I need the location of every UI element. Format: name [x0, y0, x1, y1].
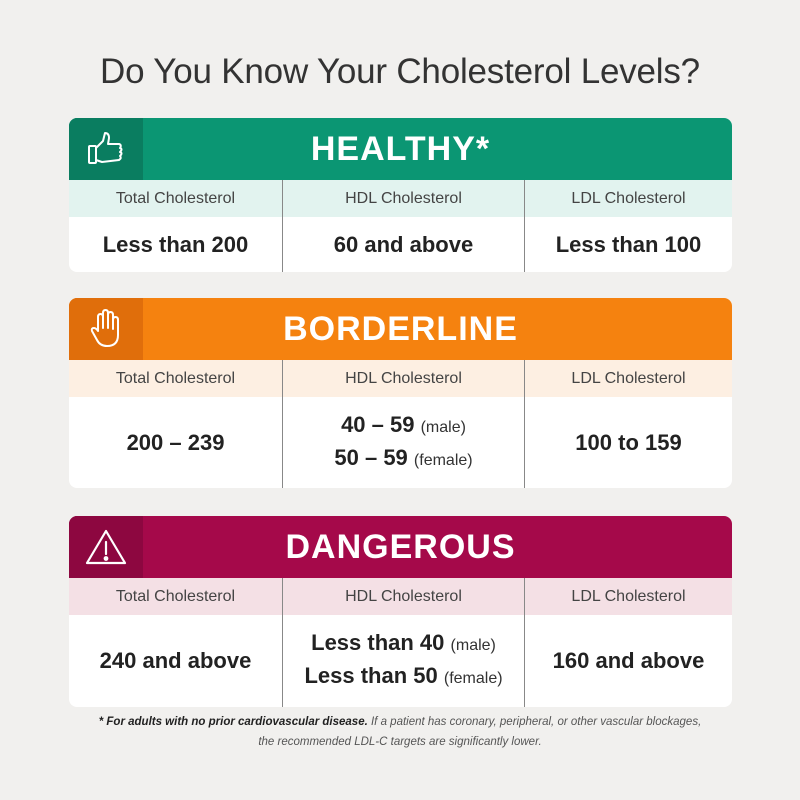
borderline-panel: BORDERLINE Total Cholesterol HDL Cholest…: [69, 298, 732, 488]
col-ldl: LDL Cholesterol: [524, 180, 732, 217]
col-hdl: HDL Cholesterol: [282, 180, 524, 217]
hdl-male-value: Less than 40: [311, 630, 445, 655]
healthy-label: HEALTHY*: [310, 129, 491, 168]
raised-hand-icon: [69, 298, 143, 360]
healthy-hdl: 60 and above: [282, 217, 524, 272]
borderline-header: BORDERLINE: [69, 298, 732, 360]
col-total: Total Cholesterol: [115, 369, 236, 387]
dangerous-ldl: 160 and above: [524, 615, 732, 707]
hdl-female-value: Less than 50: [304, 663, 438, 688]
footnote-line2: the recommended LDL-C targets are signif…: [258, 736, 542, 748]
dangerous-panel: DANGEROUS Total Cholesterol HDL Choleste…: [69, 516, 732, 707]
page-title: Do You Know Your Cholesterol Levels?: [100, 52, 700, 91]
healthy-total: Less than 200: [102, 231, 249, 257]
warning-icon: [69, 516, 143, 578]
borderline-label: BORDERLINE: [283, 309, 518, 348]
healthy-header: HEALTHY*: [69, 118, 732, 180]
male-note: (male): [450, 637, 496, 654]
col-ldl: LDL Cholesterol: [524, 360, 732, 397]
col-ldl: LDL Cholesterol: [524, 578, 732, 615]
female-note: (female): [443, 670, 503, 687]
dangerous-total: 240 and above: [99, 648, 252, 673]
healthy-panel: HEALTHY* Total Cholesterol HDL Cholester…: [69, 118, 732, 272]
dangerous-header: DANGEROUS: [69, 516, 732, 578]
hdl-female-value: 50 – 59: [334, 444, 408, 470]
borderline-ldl: 100 to 159: [524, 397, 732, 488]
female-note: (female): [413, 451, 473, 469]
borderline-total: 200 – 239: [126, 429, 225, 455]
healthy-ldl: Less than 100: [524, 217, 732, 272]
footnote-bold: * For adults with no prior cardiovascula…: [98, 716, 368, 728]
col-hdl: HDL Cholesterol: [282, 578, 524, 615]
male-note: (male): [420, 418, 466, 436]
dangerous-label: DANGEROUS: [285, 527, 516, 566]
hdl-male-value: 40 – 59: [341, 411, 415, 437]
footnote-rest: If a patient has coronary, peripheral, o…: [367, 716, 702, 728]
col-total: Total Cholesterol: [115, 189, 236, 207]
col-hdl: HDL Cholesterol: [282, 360, 524, 397]
thumbs-up-icon: [69, 118, 143, 180]
borderline-hdl: 40 – 59 (male) 50 – 59 (female): [282, 397, 524, 488]
footnote: * For adults with no prior cardiovascula…: [0, 712, 800, 752]
dangerous-hdl: Less than 40 (male) Less than 50 (female…: [282, 615, 524, 707]
col-total: Total Cholesterol: [115, 587, 236, 605]
